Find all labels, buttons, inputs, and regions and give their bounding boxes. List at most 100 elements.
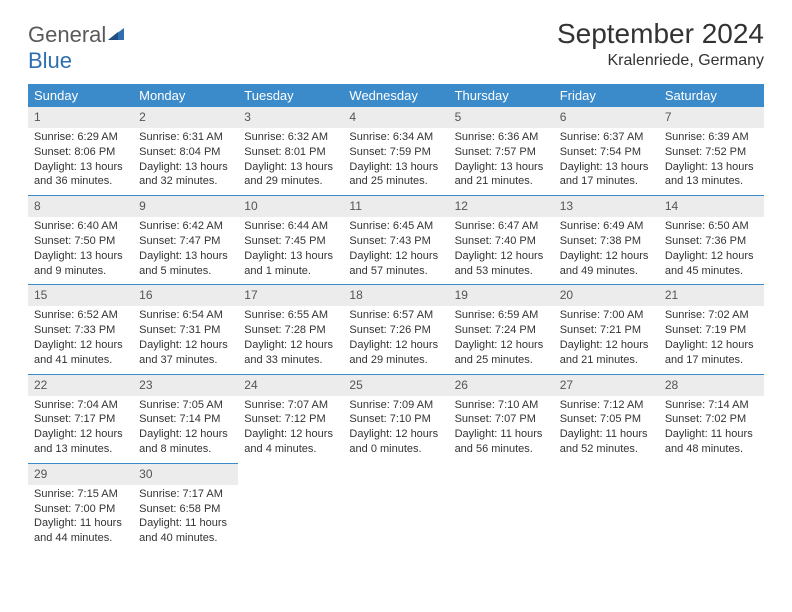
daynum-bar: 8 xyxy=(28,196,133,217)
sunrise-line: Sunrise: 7:09 AM xyxy=(349,398,442,413)
daynum-bar: 30 xyxy=(133,464,238,485)
sunrise-line: Sunrise: 7:12 AM xyxy=(560,398,653,413)
day-number: 4 xyxy=(349,110,356,124)
sunset-line: Sunset: 7:52 PM xyxy=(665,145,758,160)
day-cell: 9 Sunrise: 6:42 AMSunset: 7:47 PMDaylight… xyxy=(133,196,238,285)
day-number: 20 xyxy=(560,288,573,302)
daylight-line: Daylight: 12 hours and 57 minutes. xyxy=(349,249,442,279)
weekday-tuesday: Tuesday xyxy=(238,84,343,107)
daylight-line: Daylight: 13 hours and 21 minutes. xyxy=(455,160,548,190)
daylight-line: Daylight: 13 hours and 29 minutes. xyxy=(244,160,337,190)
daylight-line: Daylight: 12 hours and 13 minutes. xyxy=(34,427,127,457)
sunset-line: Sunset: 7:57 PM xyxy=(455,145,548,160)
sunset-line: Sunset: 7:33 PM xyxy=(34,323,127,338)
daylight-line: Daylight: 12 hours and 53 minutes. xyxy=(455,249,548,279)
daylight-line: Daylight: 13 hours and 17 minutes. xyxy=(560,160,653,190)
weekday-saturday: Saturday xyxy=(659,84,764,107)
daynum-bar: 27 xyxy=(554,375,659,396)
sunset-line: Sunset: 7:43 PM xyxy=(349,234,442,249)
daynum-bar: 3 xyxy=(238,107,343,128)
weekday-header-row: SundayMondayTuesdayWednesdayThursdayFrid… xyxy=(28,84,764,107)
daylight-line: Daylight: 13 hours and 36 minutes. xyxy=(34,160,127,190)
sunset-line: Sunset: 7:59 PM xyxy=(349,145,442,160)
daynum-bar: 2 xyxy=(133,107,238,128)
daynum-bar: 6 xyxy=(554,107,659,128)
sunrise-line: Sunrise: 6:32 AM xyxy=(244,130,337,145)
day-number: 26 xyxy=(455,378,468,392)
daynum-bar: 18 xyxy=(343,285,448,306)
sunset-line: Sunset: 7:40 PM xyxy=(455,234,548,249)
sunrise-line: Sunrise: 7:10 AM xyxy=(455,398,548,413)
day-cell: 26Sunrise: 7:10 AMSunset: 7:07 PMDayligh… xyxy=(449,374,554,463)
sunset-line: Sunset: 7:10 PM xyxy=(349,412,442,427)
sunset-line: Sunset: 8:06 PM xyxy=(34,145,127,160)
location-label: Kralenriede, Germany xyxy=(557,52,764,70)
daylight-line: Daylight: 12 hours and 45 minutes. xyxy=(665,249,758,279)
sunrise-line: Sunrise: 6:50 AM xyxy=(665,219,758,234)
sunrise-line: Sunrise: 6:39 AM xyxy=(665,130,758,145)
sunset-line: Sunset: 7:36 PM xyxy=(665,234,758,249)
daylight-line: Daylight: 12 hours and 8 minutes. xyxy=(139,427,232,457)
sunset-line: Sunset: 6:58 PM xyxy=(139,502,232,517)
daylight-line: Daylight: 11 hours and 40 minutes. xyxy=(139,516,232,546)
daylight-line: Daylight: 11 hours and 56 minutes. xyxy=(455,427,548,457)
sunset-line: Sunset: 7:45 PM xyxy=(244,234,337,249)
month-title: September 2024 xyxy=(557,18,764,50)
sunset-line: Sunset: 7:28 PM xyxy=(244,323,337,338)
daynum-bar: 20 xyxy=(554,285,659,306)
sunrise-line: Sunrise: 6:55 AM xyxy=(244,308,337,323)
sunset-line: Sunset: 7:24 PM xyxy=(455,323,548,338)
daylight-line: Daylight: 12 hours and 37 minutes. xyxy=(139,338,232,368)
daylight-line: Daylight: 12 hours and 25 minutes. xyxy=(455,338,548,368)
daylight-line: Daylight: 11 hours and 48 minutes. xyxy=(665,427,758,457)
sunrise-line: Sunrise: 6:45 AM xyxy=(349,219,442,234)
day-cell: 10Sunrise: 6:44 AMSunset: 7:45 PMDayligh… xyxy=(238,196,343,285)
daylight-line: Daylight: 12 hours and 33 minutes. xyxy=(244,338,337,368)
weekday-friday: Friday xyxy=(554,84,659,107)
title-block: September 2024 Kralenriede, Germany xyxy=(557,18,764,70)
day-number: 7 xyxy=(665,110,672,124)
calendar-row: 15Sunrise: 6:52 AMSunset: 7:33 PMDayligh… xyxy=(28,285,764,374)
day-cell: 16Sunrise: 6:54 AMSunset: 7:31 PMDayligh… xyxy=(133,285,238,374)
daynum-bar: 7 xyxy=(659,107,764,128)
daylight-line: Daylight: 12 hours and 21 minutes. xyxy=(560,338,653,368)
sunset-line: Sunset: 7:50 PM xyxy=(34,234,127,249)
daynum-bar: 16 xyxy=(133,285,238,306)
daynum-bar: 22 xyxy=(28,375,133,396)
day-number: 9 xyxy=(139,199,146,213)
day-cell: 15Sunrise: 6:52 AMSunset: 7:33 PMDayligh… xyxy=(28,285,133,374)
sunset-line: Sunset: 8:04 PM xyxy=(139,145,232,160)
daynum-bar: 26 xyxy=(449,375,554,396)
day-number: 21 xyxy=(665,288,678,302)
day-cell: 7Sunrise: 6:39 AMSunset: 7:52 PMDaylight… xyxy=(659,107,764,196)
daylight-line: Daylight: 13 hours and 1 minute. xyxy=(244,249,337,279)
day-cell: 4Sunrise: 6:34 AMSunset: 7:59 PMDaylight… xyxy=(343,107,448,196)
day-cell: 12Sunrise: 6:47 AMSunset: 7:40 PMDayligh… xyxy=(449,196,554,285)
day-cell: 24Sunrise: 7:07 AMSunset: 7:12 PMDayligh… xyxy=(238,374,343,463)
day-number: 16 xyxy=(139,288,152,302)
sunset-line: Sunset: 7:47 PM xyxy=(139,234,232,249)
sunrise-line: Sunrise: 6:57 AM xyxy=(349,308,442,323)
empty-cell xyxy=(343,463,448,552)
sunset-line: Sunset: 7:31 PM xyxy=(139,323,232,338)
day-cell: 20Sunrise: 7:00 AMSunset: 7:21 PMDayligh… xyxy=(554,285,659,374)
day-cell: 14Sunrise: 6:50 AMSunset: 7:36 PMDayligh… xyxy=(659,196,764,285)
sunrise-line: Sunrise: 7:04 AM xyxy=(34,398,127,413)
sunset-line: Sunset: 7:05 PM xyxy=(560,412,653,427)
day-number: 27 xyxy=(560,378,573,392)
day-number: 30 xyxy=(139,467,152,481)
daylight-line: Daylight: 13 hours and 5 minutes. xyxy=(139,249,232,279)
sunrise-line: Sunrise: 6:59 AM xyxy=(455,308,548,323)
day-cell: 3Sunrise: 6:32 AMSunset: 8:01 PMDaylight… xyxy=(238,107,343,196)
day-cell: 21Sunrise: 7:02 AMSunset: 7:19 PMDayligh… xyxy=(659,285,764,374)
daylight-line: Daylight: 11 hours and 44 minutes. xyxy=(34,516,127,546)
sunrise-line: Sunrise: 6:31 AM xyxy=(139,130,232,145)
sunrise-line: Sunrise: 6:42 AM xyxy=(139,219,232,234)
daynum-bar: 28 xyxy=(659,375,764,396)
day-cell: 17Sunrise: 6:55 AMSunset: 7:28 PMDayligh… xyxy=(238,285,343,374)
daylight-line: Daylight: 13 hours and 9 minutes. xyxy=(34,249,127,279)
daylight-line: Daylight: 12 hours and 29 minutes. xyxy=(349,338,442,368)
calendar-row: 1Sunrise: 6:29 AMSunset: 8:06 PMDaylight… xyxy=(28,107,764,196)
sunset-line: Sunset: 7:14 PM xyxy=(139,412,232,427)
daylight-line: Daylight: 12 hours and 17 minutes. xyxy=(665,338,758,368)
